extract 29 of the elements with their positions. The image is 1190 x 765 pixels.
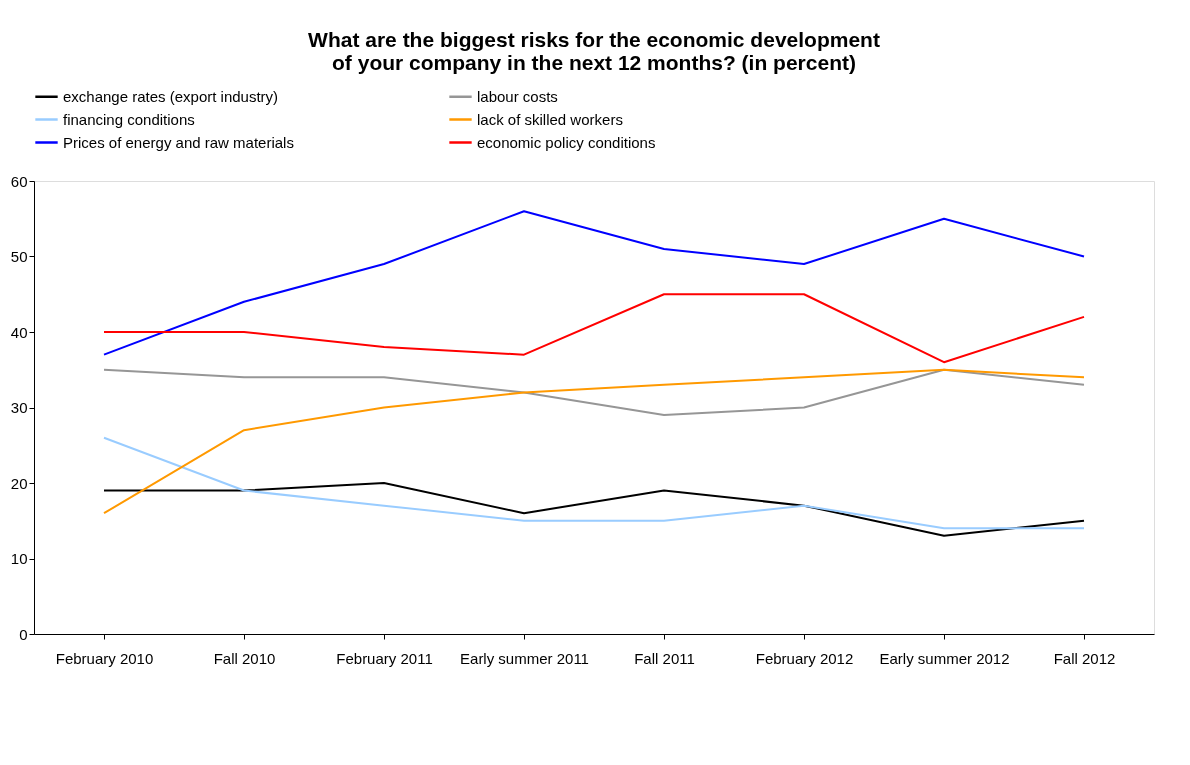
x-tick-label: February 2011 xyxy=(336,649,433,667)
y-tick-label: 10 xyxy=(10,550,28,567)
x-tick-label: Fall 2011 xyxy=(634,649,695,667)
legend-label: Prices of energy and raw materials xyxy=(63,133,294,151)
line-series xyxy=(103,368,1085,515)
legend-label: financing conditions xyxy=(63,110,195,128)
x-tick-label: Fall 2010 xyxy=(213,649,276,667)
y-tick-label: 40 xyxy=(10,323,28,341)
legend-label: economic policy conditions xyxy=(477,133,656,151)
x-tick-label: Fall 2012 xyxy=(1053,649,1116,667)
legend-label: exchange rates (export industry) xyxy=(63,87,279,105)
line-series xyxy=(103,293,1085,364)
x-tick-label: February 2012 xyxy=(755,649,854,667)
x-tick-label: Early summer 2011 xyxy=(460,649,589,667)
y-tick-label: 60 xyxy=(10,172,28,190)
line-series xyxy=(103,436,1085,530)
text: What are the biggest risks for the economic development xyxy=(308,28,880,51)
x-tick-label: February 2010 xyxy=(55,649,154,667)
line-series xyxy=(103,368,1085,417)
legend-label: lack of skilled workers xyxy=(477,110,623,128)
y-tick-label: 30 xyxy=(10,399,28,416)
line-series xyxy=(103,482,1085,537)
text: of your company in the next 12 months? (in percent) xyxy=(332,51,856,74)
line-series xyxy=(103,210,1085,356)
y-tick-label: 20 xyxy=(10,474,28,492)
legend-label: labour costs xyxy=(477,87,558,105)
x-tick-label: Early summer 2012 xyxy=(879,649,1010,667)
y-tick-label: 50 xyxy=(10,248,28,265)
y-tick-label: 0 xyxy=(19,625,28,643)
